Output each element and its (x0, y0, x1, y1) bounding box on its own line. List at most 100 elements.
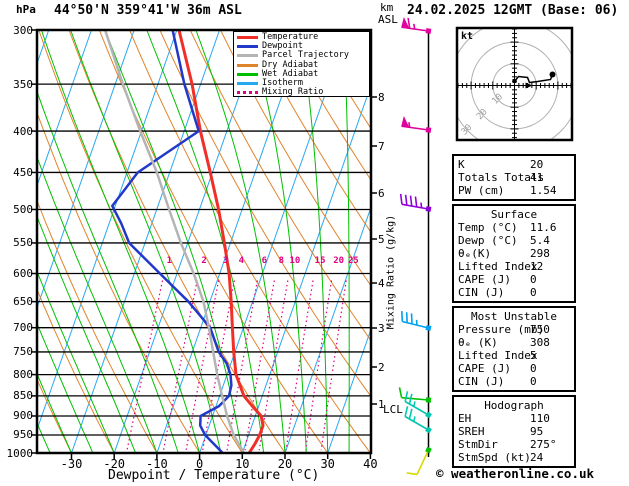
data-table-hodograph: Hodograph EH 110 SREH 95 StmDir 275° StmSpd (kt… (452, 395, 576, 468)
table-row-value: 110 (530, 412, 550, 425)
table-row-value: 5.4 (530, 234, 550, 247)
temperature-tick-label: 0 (195, 457, 204, 471)
pressure-tick-label: 1000 (6, 446, 34, 460)
table-row: CAPE (J) 0 (454, 273, 574, 286)
profile-dewpoint (111, 30, 233, 453)
table-row-value: 1.54 (530, 184, 557, 197)
isotherms (37, 30, 371, 453)
table-row: PW (cm) 1.54 (454, 184, 574, 197)
table-row-label: Lifted Index (458, 260, 538, 273)
lcl-label: LCL (383, 403, 403, 416)
hodograph-trace (513, 74, 554, 84)
table-row-value: 0 (530, 286, 537, 299)
table-header: Hodograph (484, 399, 544, 412)
table-row-label: CAPE (J) (458, 362, 511, 375)
wind-barb-column (398, 17, 432, 476)
mixing-ratio-value-label: 10 (289, 256, 301, 266)
mixing-ratio-value-label: 20 (333, 256, 345, 266)
pressure-tick-label: 450 (13, 165, 33, 179)
data-table: K 20 Totals Totals 41 PW (cm) 1.54 (452, 154, 576, 201)
table-row-value: 95 (530, 425, 544, 438)
table-row: K 20 (454, 158, 574, 171)
table-row-label: SREH (458, 425, 485, 438)
table-row: StmSpd (kt) 24 (454, 451, 574, 464)
pressure-tick-label: 750 (13, 345, 33, 359)
hodograph-unit-label: kt (461, 31, 474, 42)
table-row-value: 0 (530, 375, 537, 388)
table-row: Dewp (°C) 5.4 (454, 234, 574, 247)
legend-item: Wet Adiabat (237, 69, 369, 79)
legend-swatch-dry-adiabat (237, 63, 258, 67)
table-row-label: EH (458, 412, 472, 425)
table-row-value: 41 (530, 171, 544, 184)
isobars (37, 83, 371, 436)
legend-item: Parcel Trajectory (237, 51, 369, 60)
table-row-value: 0 (530, 362, 537, 375)
table-row-value: 11.6 (530, 221, 557, 234)
table-row-value: 298 (530, 247, 550, 260)
mixing-ratio-value-label: 6 (261, 256, 268, 266)
wind-barb (401, 116, 432, 133)
table-row-value: 5 (530, 349, 537, 362)
mixing-ratio-value-label: 4 (238, 256, 245, 266)
pressure-tick-label: 900 (13, 409, 33, 423)
datetime-title: 24.02.2025 12GMT (Base: 06) (407, 3, 619, 18)
table-row-value: 750 (530, 323, 550, 336)
wind-barb (406, 446, 432, 476)
table-row: Lifted Index 12 (454, 260, 574, 273)
pressure-tick-label: 300 (13, 23, 33, 37)
table-row: CIN (J) 0 (454, 286, 574, 299)
copyright: © weatheronline.co.uk (436, 466, 595, 481)
table-row-label: CAPE (J) (458, 273, 511, 286)
wind-barb (399, 193, 432, 212)
table-row-label: Dewp (°C) (458, 234, 518, 247)
pressure-tick-label: 400 (13, 124, 33, 138)
altitude-km-label: 7 (378, 139, 385, 153)
legend-swatch-wet-adiabat (237, 72, 258, 76)
hodograph-storm-motion-arrow (525, 82, 533, 89)
table-row-label: Totals Totals (458, 171, 545, 184)
altitude-km-label: 8 (378, 90, 385, 104)
legend-swatch-mixing-ratio (237, 91, 258, 95)
legend-item: Temperature (237, 33, 369, 42)
legend: Temperature Dewpoint Parcel Trajectory Dry … (233, 31, 370, 97)
table-row-value: 24 (530, 451, 544, 464)
legend-item: Isotherm (237, 79, 369, 88)
temperature-tick-label: -10 (146, 457, 168, 471)
pressure-tick-label: 800 (13, 368, 33, 382)
table-row: EH 110 (454, 412, 574, 425)
table-row: Totals Totals 41 (454, 171, 574, 184)
plot-frame (35, 28, 373, 455)
mixing-ratio-axis-label: Mixing Ratio (g/kg) (385, 214, 397, 330)
wind-barb (404, 406, 432, 434)
table-row-label: θₑ(K) (458, 247, 492, 260)
legend-swatch-dewpoint (237, 45, 258, 49)
table-row-label: CIN (J) (458, 286, 505, 299)
table-row: CIN (J) 0 (454, 375, 574, 388)
table-row-label: Lifted Index (458, 349, 538, 362)
legend-swatch-isotherm (237, 82, 258, 86)
table-row-label: PW (cm) (458, 184, 505, 197)
hodograph-origin-marker (512, 79, 517, 83)
table-row-label: StmSpd (kt) (458, 451, 531, 464)
temperature-tick-label: 10 (235, 457, 250, 471)
table-row-value: 20 (530, 158, 544, 171)
indices-tables: K 20 Totals Totals 41 PW (cm) 1.54 Surface Temp… (452, 154, 576, 471)
pressure-axis-unit: hPa (16, 3, 36, 16)
mixing-ratio-value-label: 15 (314, 256, 326, 266)
pressure-tick-label: 550 (13, 236, 33, 250)
temperature-tick-label: 30 (320, 457, 335, 471)
legend-label: Mixing Ratio (262, 87, 324, 98)
legend-swatch-parcel-trajectory (237, 54, 258, 58)
legend-item: Dry Adiabat (237, 60, 369, 70)
wind-barb (398, 387, 432, 403)
pressure-tick-label: 500 (13, 202, 33, 216)
wind-barb (404, 391, 432, 419)
pressure-tick-label: 850 (13, 389, 33, 403)
station-title: 44°50'N 359°41'W 36m ASL (54, 3, 242, 18)
altitude-axis-unit-km: km (380, 1, 394, 14)
pressure-tick-label: 650 (13, 295, 33, 309)
pressure-tick-label: 700 (13, 321, 33, 335)
table-row: θₑ(K) 298 (454, 247, 574, 260)
